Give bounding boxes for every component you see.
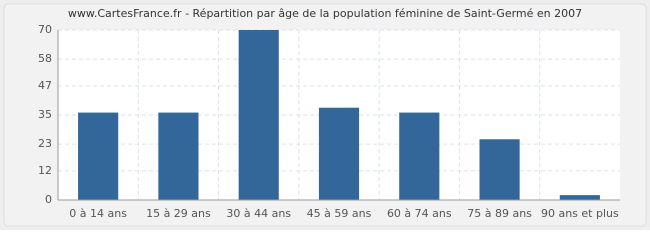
y-tick-label: 35 xyxy=(38,108,52,121)
y-tick-label: 70 xyxy=(38,23,52,36)
y-tick-label: 58 xyxy=(38,52,52,65)
bar xyxy=(399,112,440,200)
chart: www.CartesFrance.fr - Répartition par âg… xyxy=(0,0,650,230)
chart-title: www.CartesFrance.fr - Répartition par âg… xyxy=(68,7,582,20)
x-tick-label: 45 à 59 ans xyxy=(307,207,372,220)
bar xyxy=(479,139,520,200)
y-tick-label: 47 xyxy=(38,79,52,92)
x-tick-label: 30 à 44 ans xyxy=(226,207,291,220)
x-tick-label: 60 à 74 ans xyxy=(387,207,452,220)
bar xyxy=(559,195,600,200)
x-tick-label: 15 à 29 ans xyxy=(146,207,211,220)
x-tick-label: 90 ans et plus xyxy=(541,207,619,220)
x-tick-label: 0 à 14 ans xyxy=(69,207,127,220)
page: www.CartesFrance.fr - Répartition par âg… xyxy=(0,0,650,230)
x-tick-label: 75 à 89 ans xyxy=(467,207,532,220)
bar xyxy=(238,30,279,200)
y-tick-label: 12 xyxy=(38,164,52,177)
y-tick-label: 23 xyxy=(38,137,52,150)
y-tick-label: 0 xyxy=(45,193,52,206)
bar xyxy=(78,112,119,200)
bar xyxy=(158,112,199,200)
bar xyxy=(318,107,360,200)
